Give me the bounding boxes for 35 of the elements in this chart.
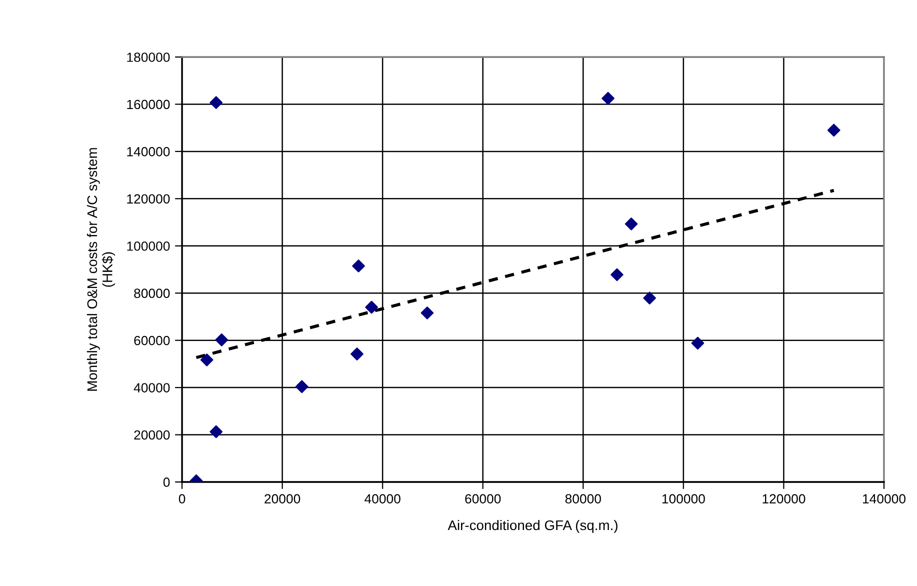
point bbox=[827, 124, 840, 137]
y-axis-title: Monthly total O&M costs for A/C system (HK$) bbox=[86, 148, 116, 391]
x-tick-label: 80000 bbox=[565, 494, 601, 504]
point bbox=[420, 306, 434, 320]
point bbox=[295, 380, 308, 394]
point bbox=[610, 268, 624, 282]
point bbox=[624, 218, 638, 230]
y-tick-label: 60000 bbox=[134, 336, 170, 346]
y-tick-label: 40000 bbox=[134, 383, 170, 392]
x-tick-label: 140000 bbox=[862, 494, 906, 504]
point bbox=[602, 92, 614, 105]
x-tick-label: 0 bbox=[178, 494, 186, 504]
x-tick-label: 40000 bbox=[364, 494, 400, 504]
x-tick-label: 120000 bbox=[762, 494, 806, 504]
point bbox=[215, 333, 228, 346]
y-tick-label: 160000 bbox=[127, 100, 170, 110]
y-tick-label: 100000 bbox=[127, 241, 170, 251]
point bbox=[352, 260, 365, 272]
y-tick-label: 140000 bbox=[127, 147, 170, 156]
point bbox=[691, 336, 704, 350]
y-tick-label: 80000 bbox=[134, 288, 170, 298]
y-tick-label: 120000 bbox=[127, 194, 170, 204]
x-axis-title: Air-conditioned GFA (sq.m.) bbox=[448, 520, 618, 533]
point bbox=[210, 96, 223, 110]
point bbox=[643, 292, 656, 304]
x-tick-label: 20000 bbox=[264, 494, 300, 504]
point bbox=[210, 425, 223, 438]
point bbox=[350, 348, 364, 360]
x-tick-label: 60000 bbox=[465, 494, 501, 504]
y-tick-label: 0 bbox=[163, 478, 170, 487]
point bbox=[200, 354, 214, 366]
point bbox=[365, 300, 378, 314]
x-tick-label: 100000 bbox=[662, 494, 705, 504]
y-tick-label: 180000 bbox=[127, 52, 170, 62]
y-tick-label: 20000 bbox=[134, 430, 170, 440]
